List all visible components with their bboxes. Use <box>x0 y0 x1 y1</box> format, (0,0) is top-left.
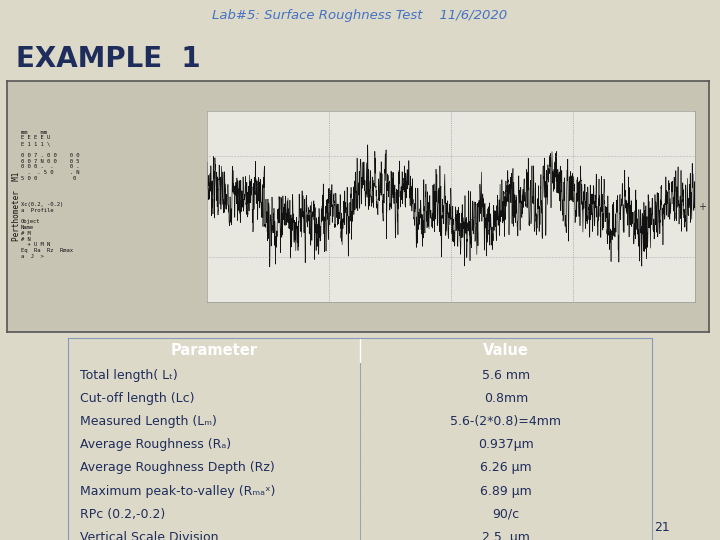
Text: Parameter: Parameter <box>171 343 258 358</box>
Text: 6.26 μm: 6.26 μm <box>480 461 531 475</box>
Text: Average Roughness Depth (Rᴢ): Average Roughness Depth (Rᴢ) <box>80 461 275 475</box>
Text: 6.89 μm: 6.89 μm <box>480 484 531 498</box>
Text: Vertical Scale Division: Vertical Scale Division <box>80 531 219 540</box>
Text: Lab#5: Surface Roughness Test    11/6/2020: Lab#5: Surface Roughness Test 11/6/2020 <box>212 9 508 22</box>
Text: Cut-off length (Lᴄ): Cut-off length (Lᴄ) <box>80 392 194 405</box>
Text: 0.937μm: 0.937μm <box>478 438 534 451</box>
Text: 5.6-(2*0.8)=4mm: 5.6-(2*0.8)=4mm <box>450 415 562 428</box>
Text: 90/c: 90/c <box>492 508 519 521</box>
Text: 0.8mm: 0.8mm <box>484 392 528 405</box>
Text: Average Roughness (Rₐ): Average Roughness (Rₐ) <box>80 438 231 451</box>
Text: +: + <box>698 201 706 212</box>
Text: mm    mm
E E E E U
E 1 1 1 \

0 0 7 . 0 0    0 0
0 0 7 N 0 0    0 5
0 0 0 .  .  : mm mm E E E E U E 1 1 1 \ 0 0 7 . 0 0 0 … <box>21 130 79 181</box>
Text: Maximum peak-to-valley (Rₘₐˣ): Maximum peak-to-valley (Rₘₐˣ) <box>80 484 276 498</box>
Text: Measured Length (Lₘ): Measured Length (Lₘ) <box>80 415 217 428</box>
Text: Perthometer  M1: Perthometer M1 <box>12 172 21 241</box>
Text: EXAMPLE  1: EXAMPLE 1 <box>16 45 200 73</box>
Text: RPc (0.2,-0.2): RPc (0.2,-0.2) <box>80 508 166 521</box>
Text: 5.6 mm: 5.6 mm <box>482 368 530 382</box>
Text: 21: 21 <box>654 521 670 535</box>
Text: Total length( Lₜ): Total length( Lₜ) <box>80 368 178 382</box>
Text: Value: Value <box>483 343 528 358</box>
Text: Xc(0.2, -0.2)
a  Profile

Object
Name
# M
# N
  + U M N
Eq  Ra  Rz  Rmax
a  J  >: Xc(0.2, -0.2) a Profile Object Name # M … <box>21 202 73 259</box>
Text: 2.5  μm: 2.5 μm <box>482 531 530 540</box>
